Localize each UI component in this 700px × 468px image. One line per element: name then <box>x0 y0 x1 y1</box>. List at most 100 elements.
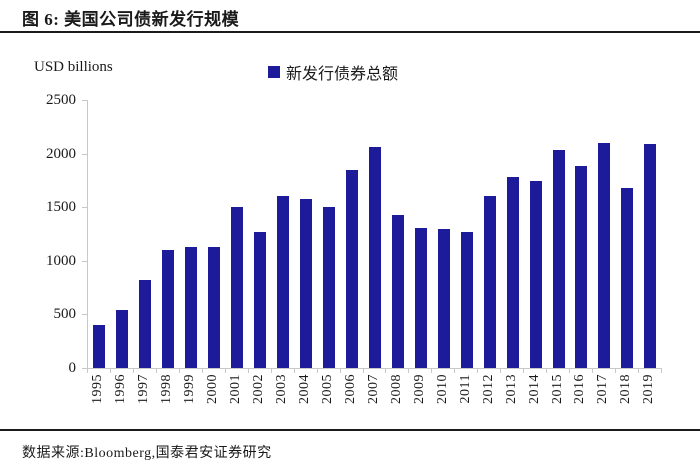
x-axis-label-cell: 1998 <box>156 374 179 426</box>
x-axis-tick-mark <box>546 369 548 373</box>
bar-1996 <box>116 310 129 368</box>
x-axis-label-cell: 1997 <box>133 374 156 426</box>
x-axis-tick-mark <box>132 369 134 373</box>
x-axis-tick-mark <box>316 369 318 373</box>
x-axis-label-cell: 2007 <box>362 374 385 426</box>
footer-divider <box>0 429 700 431</box>
x-axis-tick-label: 2014 <box>526 374 542 404</box>
x-axis-tick-label: 1995 <box>90 374 106 404</box>
bar-slot <box>501 100 524 368</box>
bar-slot <box>88 100 111 368</box>
bar-slot <box>134 100 157 368</box>
x-axis-label-cell: 2003 <box>271 374 294 426</box>
x-axis-tick-label: 2012 <box>480 374 496 404</box>
plot-area <box>87 100 662 369</box>
bar-2001 <box>231 207 244 368</box>
x-axis-tick-mark <box>454 369 456 373</box>
bar-slot <box>639 100 662 368</box>
bar-slot <box>180 100 203 368</box>
x-axis-tick-label: 2018 <box>618 374 634 404</box>
bar-slot <box>547 100 570 368</box>
x-axis-label-cell: 2011 <box>454 374 477 426</box>
x-axis-tick-label: 2016 <box>572 374 588 404</box>
x-axis-tick-mark <box>339 369 341 373</box>
x-axis-tick-mark <box>155 369 157 373</box>
x-axis-label-cell: 2018 <box>615 374 638 426</box>
bar-2011 <box>460 231 473 368</box>
x-axis-label-cell: 2001 <box>225 374 248 426</box>
x-axis-labels: 1995 1996 1997 1998 1999 2000 2001 2002 2003 2004… <box>87 374 661 426</box>
x-axis-tick-mark <box>661 369 662 373</box>
data-source-text: 数据来源:Bloomberg,国泰君安证券研究 <box>22 446 272 461</box>
bar-2016 <box>575 166 588 368</box>
bar-slot <box>318 100 341 368</box>
bar-slot <box>386 100 409 368</box>
x-axis-tick-mark <box>477 369 479 373</box>
x-axis-tick-label: 2004 <box>297 374 313 404</box>
bar-slot <box>524 100 547 368</box>
x-axis-label-cell: 2000 <box>202 374 225 426</box>
x-axis-tick-mark <box>270 369 272 373</box>
x-axis-tick-mark <box>247 369 249 373</box>
x-axis-tick-label: 1997 <box>136 374 152 404</box>
legend-swatch-icon <box>268 66 280 78</box>
bar-slot <box>570 100 593 368</box>
y-axis-tick-mark <box>82 207 87 209</box>
bar-2014 <box>529 181 542 368</box>
x-axis-tick-mark <box>523 369 525 373</box>
x-axis-tick-mark <box>500 369 502 373</box>
bar-slot <box>593 100 616 368</box>
x-axis-tick-mark <box>408 369 410 373</box>
x-axis-tick-label: 2017 <box>595 374 611 404</box>
bar-2018 <box>621 187 634 368</box>
bar-2019 <box>644 143 657 368</box>
x-axis-label-cell: 2004 <box>294 374 317 426</box>
x-axis-tick-mark <box>592 369 594 373</box>
legend-label: 新发行债券总额 <box>286 66 399 83</box>
bar-2017 <box>598 142 611 368</box>
x-axis-tick-label: 2000 <box>205 374 221 404</box>
y-axis-tick-label: 1000 <box>46 252 76 269</box>
bar-slot <box>478 100 501 368</box>
x-axis-tick-mark <box>362 369 364 373</box>
x-axis-tick-label: 2003 <box>274 374 290 404</box>
bar-slot <box>616 100 639 368</box>
bar-2000 <box>208 246 221 368</box>
x-axis-label-cell: 2017 <box>592 374 615 426</box>
x-axis-label-cell: 2005 <box>317 374 340 426</box>
bar-2002 <box>254 231 267 368</box>
x-axis-label-cell: 2015 <box>546 374 569 426</box>
bar-2005 <box>323 207 335 368</box>
x-axis-tick-label: 2009 <box>411 374 427 404</box>
y-axis-tick-mark <box>82 153 87 155</box>
y-axis-tick-mark <box>82 314 87 316</box>
x-axis-label-cell: 1996 <box>110 374 133 426</box>
x-axis-tick-mark <box>293 369 295 373</box>
bar-2012 <box>483 196 496 368</box>
x-axis-tick-mark <box>109 369 111 373</box>
x-axis-tick-label: 2002 <box>251 374 267 404</box>
bar-slot <box>272 100 295 368</box>
bar-slot <box>432 100 455 368</box>
x-axis-tick-mark <box>201 369 203 373</box>
bar-2007 <box>368 147 381 368</box>
x-axis-tick-mark <box>638 369 640 373</box>
x-axis-tick-label: 2010 <box>434 374 450 404</box>
x-axis-tick-mark <box>615 369 617 373</box>
bar-slot <box>249 100 272 368</box>
x-axis-label-cell: 2013 <box>500 374 523 426</box>
y-axis-tick-label: 2500 <box>46 92 76 108</box>
bar-slot <box>340 100 363 368</box>
x-axis-tick-label: 2005 <box>320 374 335 404</box>
x-axis-tick-mark <box>385 369 387 373</box>
bar-slot <box>409 100 432 368</box>
bar-2006 <box>345 169 358 368</box>
x-axis-label-cell: 1999 <box>179 374 202 426</box>
bar-1995 <box>93 325 106 368</box>
bar-slot <box>295 100 318 368</box>
x-axis-tick-label: 2015 <box>549 374 565 404</box>
x-axis-tick-label: 1999 <box>182 374 198 404</box>
x-axis-tick-mark <box>87 369 88 373</box>
x-axis-label-cell: 2014 <box>523 374 546 426</box>
